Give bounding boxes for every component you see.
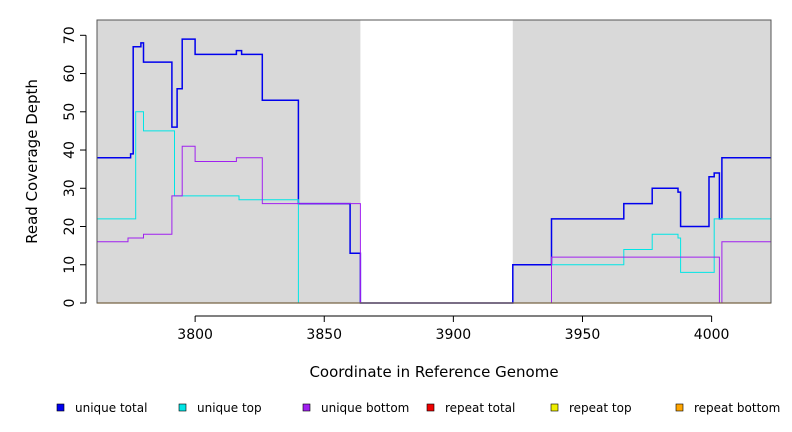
legend-label-repeat-bottom: repeat bottom: [694, 401, 780, 415]
legend: unique total unique top unique bottom repea…: [56, 401, 780, 415]
legend-label-unique-bottom: unique bottom: [321, 401, 409, 415]
legend-swatch-repeat-total: [426, 403, 435, 412]
x-axis: 3800 3850 3900 3950 4000: [177, 315, 730, 343]
legend-label-unique-total: unique total: [75, 401, 147, 415]
shaded-regions: [97, 20, 771, 303]
legend-label-unique-top: unique top: [197, 401, 262, 415]
series-line-unique-bottom: [97, 145, 771, 304]
legend-swatch-unique-total: [56, 403, 65, 412]
x-axis-title: Coordinate in Reference Genome: [309, 363, 558, 381]
y-axis: 0 10 20 30 40 50 60 70: [62, 26, 87, 308]
y-tick-label-40: 40: [62, 141, 78, 159]
x-tick-label-3950: 3950: [565, 327, 601, 343]
y-tick-label-30: 30: [62, 179, 78, 197]
legend-label-repeat-top: repeat top: [569, 401, 632, 415]
legend-label-repeat-total: repeat total: [445, 401, 515, 415]
y-tick-label-50: 50: [62, 103, 78, 121]
legend-swatch-repeat-top: [550, 403, 559, 412]
legend-swatch-unique-bottom: [302, 403, 311, 412]
x-tick-label-3900: 3900: [436, 327, 472, 343]
y-tick-label-60: 60: [62, 65, 78, 83]
legend-swatch-repeat-bottom: [675, 403, 684, 412]
y-tick-label-10: 10: [62, 256, 78, 274]
x-tick-label-3800: 3800: [177, 327, 213, 343]
y-tick-label-70: 70: [62, 26, 78, 44]
legend-swatch-unique-top: [178, 403, 187, 412]
y-tick-label-0: 0: [62, 299, 78, 308]
x-tick-label-4000: 4000: [694, 327, 730, 343]
x-tick-label-3850: 3850: [306, 327, 342, 343]
y-tick-label-20: 20: [62, 218, 78, 236]
plot-frame: [96, 19, 772, 304]
y-axis-title: Read Coverage Depth: [23, 79, 41, 244]
shaded-region-2: [512, 20, 771, 303]
